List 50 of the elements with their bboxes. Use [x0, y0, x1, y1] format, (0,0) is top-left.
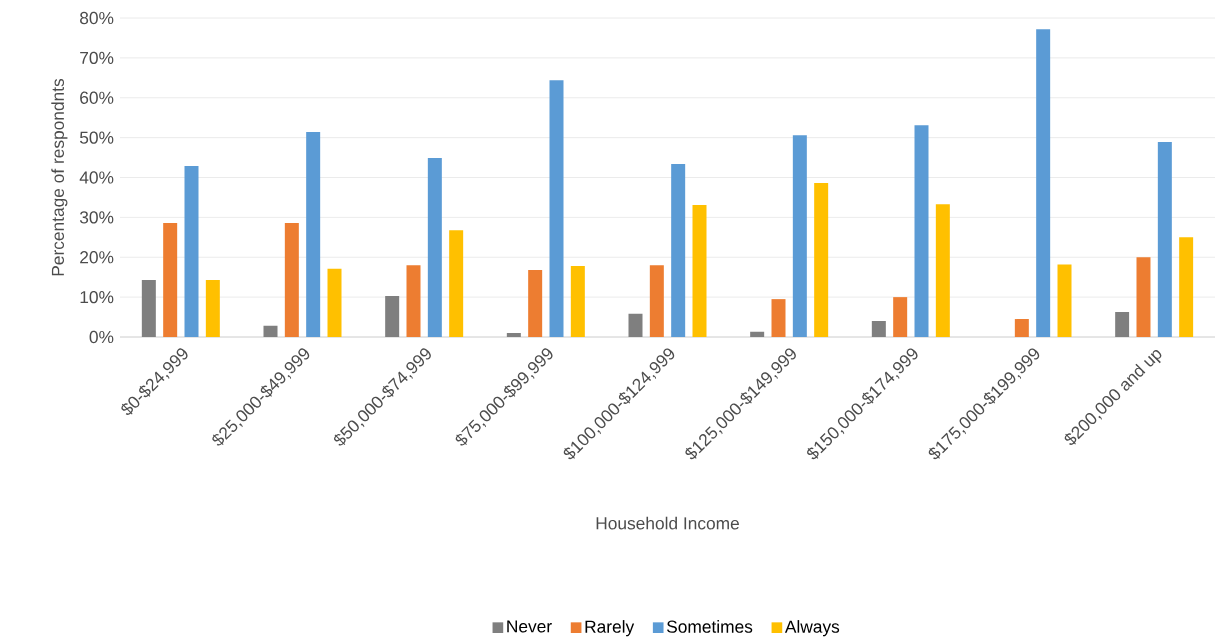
x-axis-title: Household Income	[596, 516, 739, 530]
bar	[1057, 264, 1072, 337]
bar	[570, 266, 585, 337]
bar	[184, 165, 199, 337]
legend-label: Sometimes	[666, 620, 753, 633]
bar	[327, 268, 342, 337]
bar	[284, 222, 299, 337]
y-tick-label: 70%	[80, 51, 114, 65]
bar	[205, 279, 220, 337]
bar	[306, 132, 321, 337]
bar	[914, 125, 929, 337]
bar	[385, 295, 400, 337]
y-tick-label: 20%	[80, 251, 114, 264]
bar	[506, 333, 521, 337]
bar	[628, 313, 643, 337]
bar	[141, 279, 156, 337]
y-tick-label: 10%	[80, 290, 114, 304]
bar	[649, 265, 664, 337]
bar	[771, 299, 786, 337]
y-tick-label: 60%	[80, 91, 114, 104]
bar	[1179, 237, 1194, 337]
bar	[427, 157, 442, 337]
legend-label: Always	[784, 620, 840, 637]
bar	[792, 135, 807, 337]
bar	[263, 325, 278, 337]
legend-label: Never	[507, 620, 552, 633]
bar	[528, 270, 543, 337]
y-tick-label: 80%	[80, 11, 114, 25]
bar	[1036, 29, 1051, 337]
bar	[1115, 311, 1130, 337]
bar	[671, 163, 686, 337]
bar	[163, 222, 178, 337]
bar	[406, 265, 421, 337]
bar	[449, 230, 464, 337]
bar	[893, 297, 908, 337]
y-tick-label: 50%	[79, 131, 114, 144]
bar	[549, 80, 564, 337]
bar	[1014, 319, 1029, 337]
y-axis-title: Percentage of respondnts	[51, 78, 68, 276]
bar	[1136, 257, 1151, 337]
bar	[935, 204, 950, 337]
bar	[692, 205, 707, 337]
y-tick-label: 0%	[89, 330, 114, 344]
y-tick-label: 30%	[79, 211, 114, 224]
bar	[871, 321, 886, 337]
y-tick-label: 40%	[79, 171, 114, 184]
bar	[750, 331, 765, 337]
bar	[1157, 142, 1172, 337]
legend-label: Rarely	[585, 620, 635, 637]
bar	[814, 183, 829, 337]
